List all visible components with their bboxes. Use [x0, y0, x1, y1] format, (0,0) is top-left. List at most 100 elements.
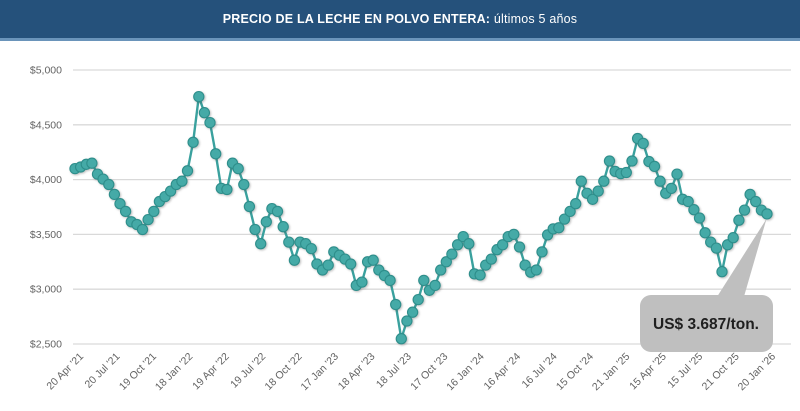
price-dot [598, 175, 610, 187]
price-dot [238, 178, 250, 191]
price-dot [243, 200, 256, 213]
price-dot [716, 266, 728, 278]
x-axis-tick-label: 18 Jan '22 [153, 351, 196, 394]
price-dot [204, 116, 216, 129]
price-dot [463, 238, 475, 250]
price-dot [367, 254, 379, 266]
price-dot [682, 195, 694, 208]
price-dot [637, 137, 649, 150]
price-dot [119, 205, 132, 218]
price-dot [142, 213, 154, 226]
price-dot [390, 298, 402, 311]
price-dot [277, 221, 289, 233]
callout-box [640, 295, 773, 352]
price-dot [761, 208, 773, 220]
price-dot [530, 264, 542, 276]
price-dot [564, 205, 576, 218]
price-dot [260, 216, 272, 228]
price-dot [727, 232, 739, 244]
price-dot [114, 198, 126, 210]
price-dot [283, 236, 295, 248]
x-axis-tick-label: 17 Oct '23 [408, 351, 450, 393]
price-dot [575, 175, 587, 187]
price-dot [699, 227, 711, 239]
price-dot [648, 160, 661, 173]
x-axis-tick-label: 20 Jan '26 [736, 351, 779, 394]
price-dot [654, 175, 666, 187]
x-axis-tick-label: 17 Jan '23 [299, 351, 342, 394]
price-dot [305, 242, 317, 255]
price-dot [210, 148, 222, 160]
price-dots-group [69, 90, 773, 345]
price-dot [665, 182, 678, 195]
callout-tail [715, 218, 767, 300]
price-dot [513, 241, 526, 253]
price-dot [86, 157, 98, 169]
price-dot [255, 238, 267, 250]
price-dot [733, 214, 745, 226]
price-dot [103, 178, 115, 191]
price-dot [418, 274, 430, 287]
y-axis-tick-label: $2,500 [30, 339, 62, 351]
y-axis-tick-label: $3,000 [30, 284, 62, 296]
price-dot [136, 223, 149, 236]
price-dot [435, 264, 447, 276]
price-dot [384, 274, 396, 287]
chart-title-bar: PRECIO DE LA LECHE EN POLVO ENTERA: últi… [0, 0, 800, 41]
price-dot [553, 222, 565, 234]
price-dot [356, 276, 368, 288]
price-dot [271, 205, 284, 218]
price-dot [693, 212, 706, 224]
price-dot [198, 107, 211, 119]
x-axis-tick-label: 21 Oct '25 [700, 351, 742, 393]
price-dot [558, 213, 571, 225]
x-axis-tick-label: 16 Jan '24 [444, 351, 487, 394]
x-axis-tick-label: 18 Apr '23 [336, 351, 378, 393]
price-dot [603, 155, 616, 167]
x-axis-tick-label: 15 Apr '25 [627, 351, 669, 393]
price-dot [688, 204, 700, 216]
price-dot [508, 228, 520, 241]
price-dot [429, 279, 441, 292]
price-dot [232, 162, 244, 175]
y-axis-tick-label: $4,000 [30, 174, 62, 186]
price-dot [288, 254, 301, 266]
price-dot [249, 223, 261, 236]
price-dot [395, 333, 407, 345]
price-dot [451, 239, 464, 251]
price-dot [322, 259, 334, 271]
price-dot [710, 242, 723, 254]
callout: US$ 3.687/ton. [640, 218, 773, 352]
x-axis-tick-label: 21 Jan '25 [590, 351, 633, 394]
price-dot [412, 293, 424, 306]
price-dot [181, 165, 194, 177]
price-dot [738, 204, 751, 216]
price-dot [440, 256, 452, 268]
price-dot [108, 188, 121, 201]
price-dot [187, 136, 199, 148]
chart-title-main: PRECIO DE LA LECHE EN POLVO ENTERA: [222, 12, 491, 26]
price-dot [626, 155, 638, 167]
y-axis-tick-label: $4,500 [30, 119, 62, 131]
price-dot [586, 193, 599, 205]
price-dot [474, 269, 486, 281]
x-axis-tick-label: 15 Oct '24 [554, 351, 596, 393]
price-dot [193, 90, 205, 103]
price-dot [401, 315, 413, 327]
y-axis-tick-label: $5,000 [30, 65, 62, 77]
price-dot [406, 306, 419, 318]
price-dot [485, 253, 497, 265]
callout-label: US$ 3.687/ton. [653, 316, 759, 333]
price-dot [446, 248, 458, 260]
price-dot [671, 168, 683, 180]
price-dot [496, 239, 509, 251]
x-axis-tick-label: 18 Oct '22 [263, 351, 305, 393]
price-dot [750, 195, 762, 208]
chart-title-sub: últimos 5 años [490, 12, 578, 26]
x-axis-tick-label: 19 Apr '22 [190, 351, 232, 393]
price-dot [570, 198, 582, 210]
y-axis-tick-label: $3,500 [30, 229, 62, 241]
